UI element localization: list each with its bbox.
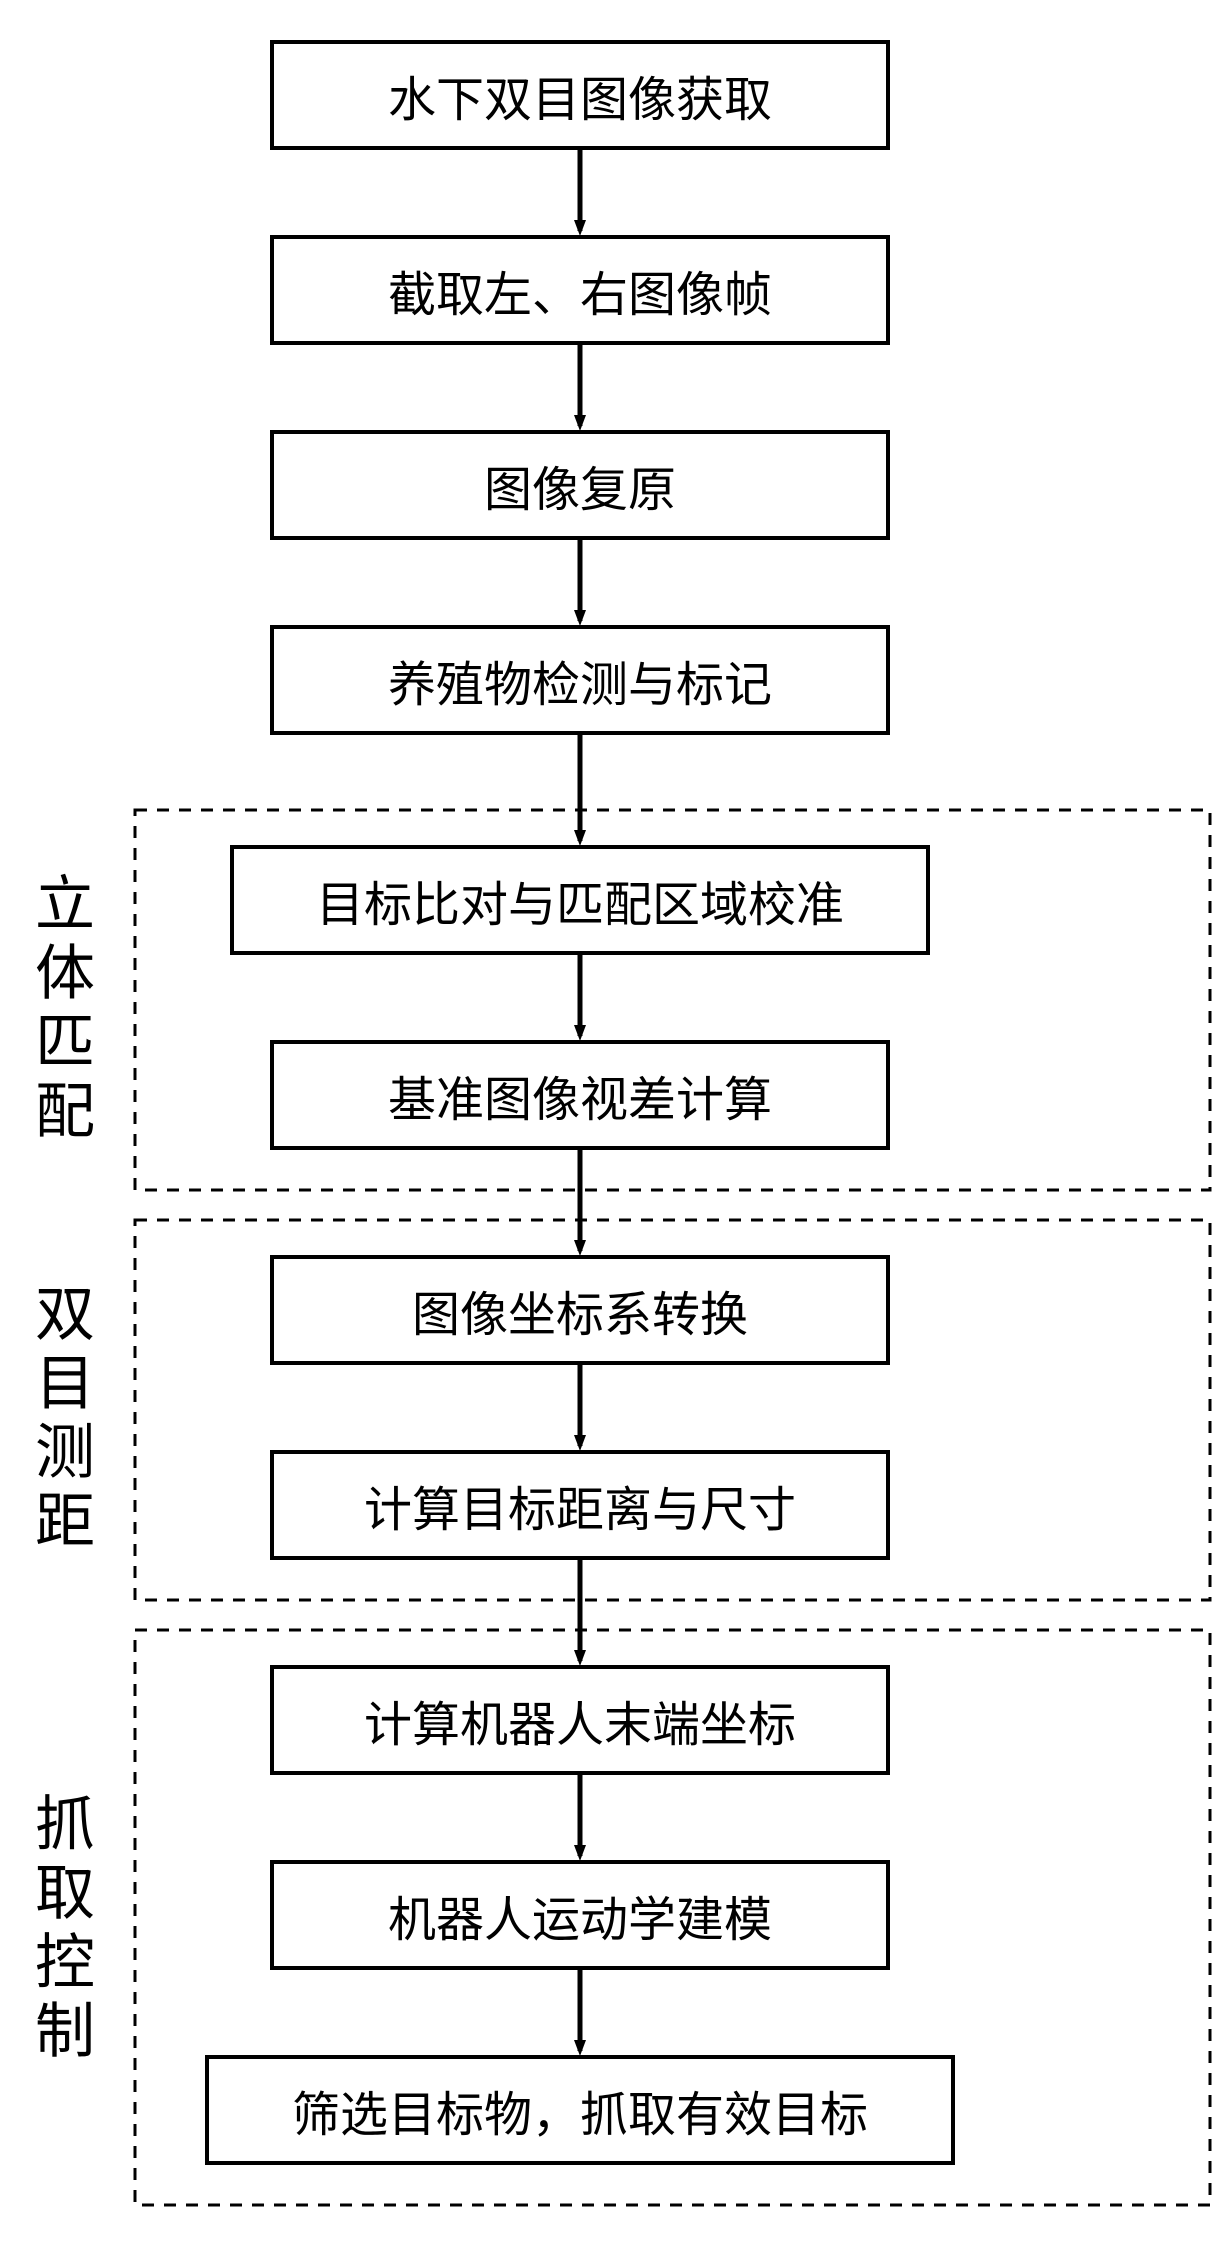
flowchart-canvas: 水下双目图像获取截取左、右图像帧图像复原养殖物检测与标记目标比对与匹配区域校准基…: [0, 0, 1225, 2264]
group-label-char: 体: [35, 939, 95, 1008]
group-label-char: 取: [35, 1859, 95, 1928]
flow-node-label: 机器人运动学建模: [388, 1880, 772, 1950]
flow-node-n1: 水下双目图像获取: [270, 40, 890, 150]
flow-node-label: 筛选目标物，抓取有效目标: [292, 2075, 868, 2145]
group-label-char: 测: [35, 1418, 95, 1487]
flow-node-label: 截取左、右图像帧: [388, 255, 772, 325]
group-label-g1: 立体匹配: [35, 870, 95, 1146]
flow-node-n10: 机器人运动学建模: [270, 1860, 890, 1970]
group-label-g3: 抓取控制: [35, 1790, 95, 2066]
group-label-char: 立: [35, 870, 95, 939]
group-label-char: 双: [35, 1280, 95, 1349]
group-label-char: 匹: [35, 1008, 95, 1077]
flow-node-n2: 截取左、右图像帧: [270, 235, 890, 345]
flow-node-label: 目标比对与匹配区域校准: [316, 865, 844, 935]
flow-node-n7: 图像坐标系转换: [270, 1255, 890, 1365]
flow-node-label: 基准图像视差计算: [388, 1060, 772, 1130]
flow-node-n11: 筛选目标物，抓取有效目标: [205, 2055, 955, 2165]
flow-node-label: 图像复原: [484, 450, 676, 520]
flow-node-n6: 基准图像视差计算: [270, 1040, 890, 1150]
flow-node-n5: 目标比对与匹配区域校准: [230, 845, 930, 955]
group-label-char: 控: [35, 1928, 95, 1997]
group-label-char: 抓: [35, 1790, 95, 1859]
flow-node-label: 计算机器人末端坐标: [364, 1685, 796, 1755]
group-label-char: 制: [35, 1997, 95, 2066]
flow-node-label: 图像坐标系转换: [412, 1275, 748, 1345]
flow-node-n4: 养殖物检测与标记: [270, 625, 890, 735]
flow-node-label: 水下双目图像获取: [388, 60, 772, 130]
flow-node-n8: 计算目标距离与尺寸: [270, 1450, 890, 1560]
flow-node-label: 养殖物检测与标记: [388, 645, 772, 715]
group-label-g2: 双目测距: [35, 1280, 95, 1556]
group-label-char: 距: [35, 1487, 95, 1556]
group-label-char: 目: [35, 1349, 95, 1418]
flow-node-n3: 图像复原: [270, 430, 890, 540]
flow-node-n9: 计算机器人末端坐标: [270, 1665, 890, 1775]
group-label-char: 配: [35, 1077, 95, 1146]
flow-node-label: 计算目标距离与尺寸: [364, 1470, 796, 1540]
